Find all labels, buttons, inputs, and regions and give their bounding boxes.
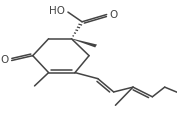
Polygon shape — [71, 38, 97, 47]
Text: HO: HO — [49, 7, 65, 16]
Text: O: O — [1, 55, 9, 65]
Text: O: O — [109, 10, 118, 19]
